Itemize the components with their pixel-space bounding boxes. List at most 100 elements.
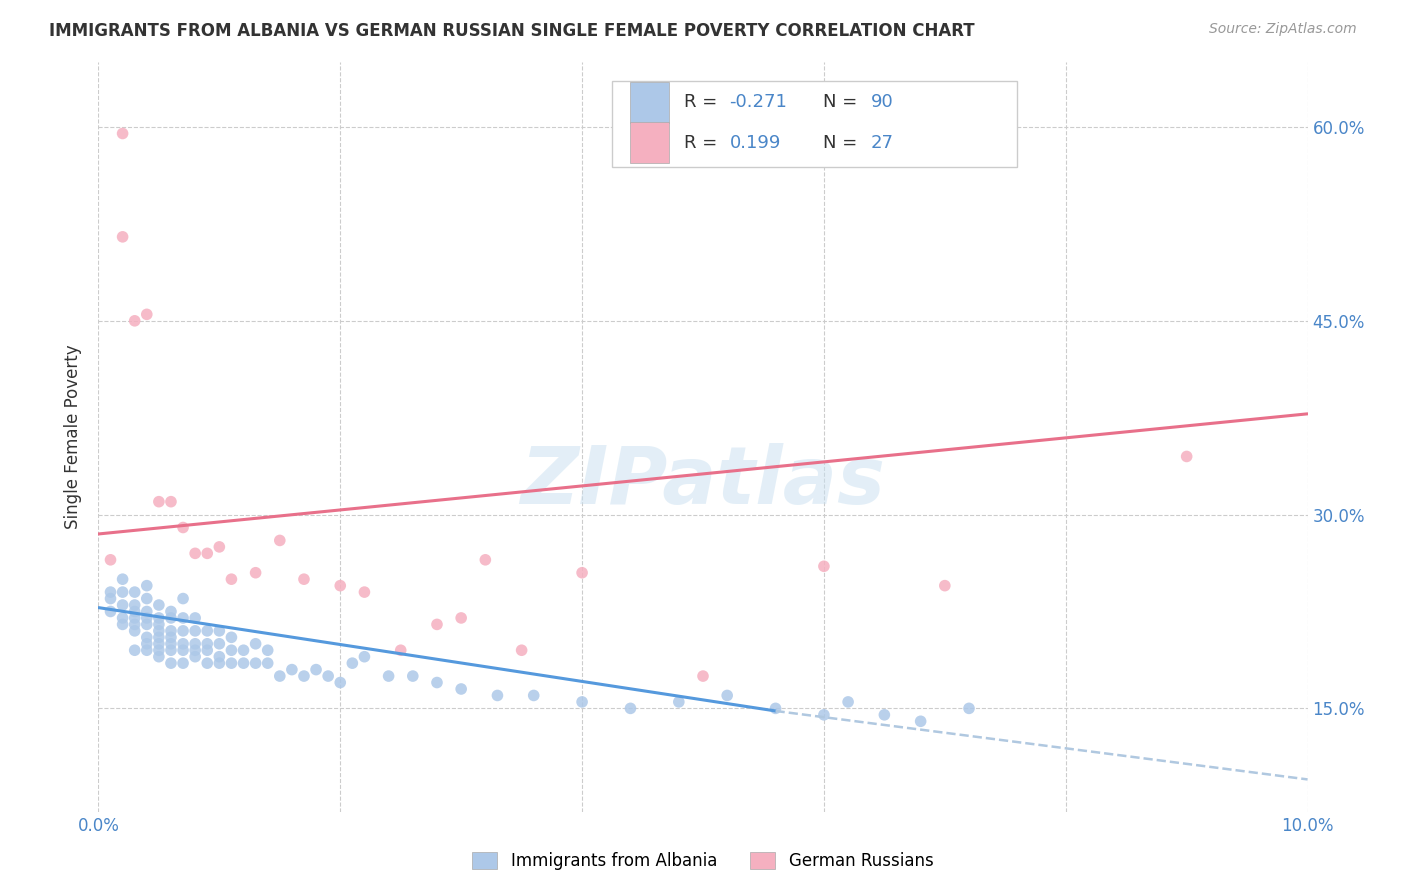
Point [148,494,170,508]
Point [172,643,194,657]
Point [450,611,472,625]
Point [195,624,218,638]
Point [135,637,157,651]
Point [292,669,315,683]
Point [172,611,194,625]
Point [184,643,207,657]
Point [195,546,218,560]
Point [124,617,146,632]
Point [668,695,690,709]
Point [111,127,134,141]
Point [426,617,449,632]
Point [100,585,122,599]
Point [450,681,472,696]
Point [135,643,157,657]
Point [148,598,170,612]
Point [124,611,146,625]
Point [172,656,194,670]
Text: 27: 27 [872,134,894,152]
Point [148,637,170,651]
Point [160,656,183,670]
Point [111,617,134,632]
Point [124,598,146,612]
Point [148,649,170,664]
Point [124,643,146,657]
Point [934,579,956,593]
Point [135,591,157,606]
Point [292,572,315,586]
Point [329,675,352,690]
Point [269,669,291,683]
Point [208,649,231,664]
Text: N =: N = [823,134,863,152]
Point [486,689,509,703]
Point [221,630,243,644]
Point [813,707,835,722]
Point [111,585,134,599]
Point [523,689,546,703]
Point [208,624,231,638]
Point [148,617,170,632]
Bar [630,81,669,123]
Point [1175,450,1198,464]
Point [124,314,146,328]
Point [184,637,207,651]
Point [124,605,146,619]
Point [111,230,134,244]
Point [111,572,134,586]
Point [148,630,170,644]
Point [232,643,254,657]
Point [195,643,218,657]
Point [184,546,207,560]
Point [402,669,425,683]
Point [135,605,157,619]
Point [716,689,738,703]
Bar [630,122,669,163]
Point [135,611,157,625]
Point [208,637,231,651]
Point [910,714,932,729]
Point [256,656,278,670]
Point [813,559,835,574]
Point [160,643,183,657]
Point [873,707,896,722]
Text: Source: ZipAtlas.com: Source: ZipAtlas.com [1209,22,1357,37]
Point [510,643,533,657]
Point [172,624,194,638]
Point [160,637,183,651]
Point [184,611,207,625]
Point [837,695,859,709]
Point [135,579,157,593]
Point [765,701,787,715]
Point [474,553,496,567]
Point [571,566,593,580]
Text: ZIPatlas: ZIPatlas [520,443,886,521]
Point [160,630,183,644]
Point [221,572,243,586]
Point [160,605,183,619]
Point [377,669,399,683]
Point [195,656,218,670]
Point [571,695,593,709]
Point [135,617,157,632]
Text: 0.199: 0.199 [730,134,780,152]
Point [232,656,254,670]
Point [111,598,134,612]
Text: 90: 90 [872,93,894,112]
Point [256,643,278,657]
Point [245,637,267,651]
Legend: Immigrants from Albania, German Russians: Immigrants from Albania, German Russians [465,845,941,877]
Text: -0.271: -0.271 [730,93,787,112]
Point [160,624,183,638]
Point [100,591,122,606]
Point [184,624,207,638]
FancyBboxPatch shape [613,81,1018,168]
Point [619,701,641,715]
Point [148,624,170,638]
Point [100,553,122,567]
Point [160,611,183,625]
Point [221,656,243,670]
Point [208,540,231,554]
Text: R =: R = [683,93,723,112]
Point [957,701,980,715]
